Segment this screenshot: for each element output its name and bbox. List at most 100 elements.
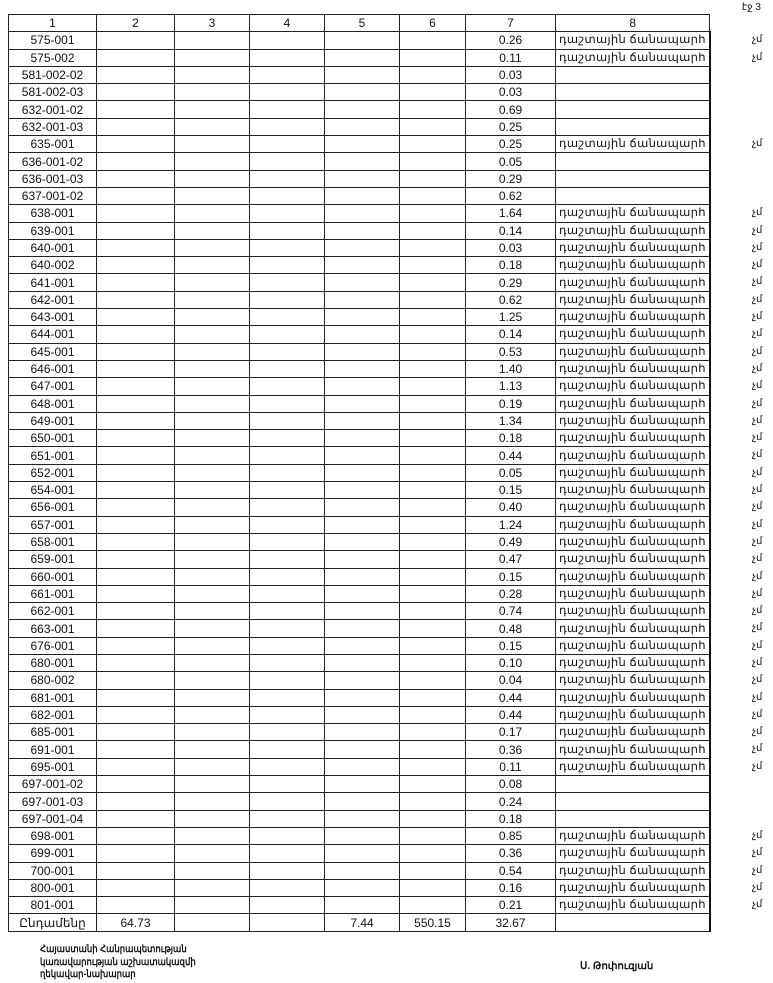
area-value: 0.14: [465, 325, 556, 344]
land-use: դաշտային ճանապարհ: [554, 429, 711, 448]
table-row: 800-001 0.16 դաշտային ճանապարհ: [8, 878, 711, 898]
table-row: 695-001 0.11 դաշտային ճանապարհ: [8, 757, 711, 777]
cell-4: [249, 446, 325, 465]
area-value: 0.03: [465, 65, 556, 85]
parcel-code: 643-001: [8, 308, 97, 327]
cell-5: [324, 394, 400, 413]
land-use: դաշտային ճանապարհ: [554, 740, 711, 759]
margin-note: չմ: [752, 276, 763, 287]
cell-2: [96, 31, 175, 50]
cell-3: [174, 342, 250, 361]
land-use: դաշտային ճանապարհ: [554, 896, 711, 915]
area-value: 0.49: [465, 532, 556, 552]
total-cell: 32.67: [465, 913, 556, 932]
land-use: դաշտային ճանապարհ: [554, 636, 711, 655]
cell-6: [399, 325, 466, 344]
parcel-code: 652-001: [8, 463, 97, 483]
cell-2: [96, 65, 175, 85]
area-value: 0.18: [465, 809, 556, 828]
parcel-code: 680-002: [8, 671, 97, 690]
page-number: էջ 3: [741, 2, 761, 13]
cell-2: [96, 653, 175, 673]
margin-note: չմ: [752, 761, 763, 772]
area-value: 0.03: [465, 238, 556, 258]
margin-note: չմ: [752, 674, 763, 685]
land-use: դաշտային ճանապարհ: [554, 481, 711, 500]
cell-5: [324, 705, 400, 725]
table-row: 632-001-02 0.69: [8, 100, 711, 119]
cell-2: [96, 377, 175, 396]
cell-4: [249, 861, 325, 880]
cell-3: [174, 377, 250, 396]
cell-3: [174, 809, 250, 828]
parcel-code: 697-001-03: [8, 792, 97, 811]
margin-note: չմ: [752, 709, 763, 720]
cell-4: [249, 83, 325, 102]
area-value: 0.11: [465, 757, 556, 777]
parcel-code: 648-001: [8, 394, 97, 413]
margin-note: չմ: [752, 830, 763, 841]
area-value: 0.05: [465, 152, 556, 171]
cell-6: [399, 446, 466, 465]
land-use: դաշտային ճանապարհ: [554, 653, 711, 673]
cell-5: [324, 256, 400, 275]
cell-3: [174, 325, 250, 344]
land-use: դաշտային ճանապարհ: [554, 238, 711, 258]
cell-6: [399, 705, 466, 725]
cell-2: [96, 498, 175, 517]
cell-3: [174, 48, 250, 67]
cell-5: [324, 844, 400, 863]
margin-note: չմ: [752, 640, 763, 651]
cell-3: [174, 532, 250, 552]
cell-2: [96, 463, 175, 483]
area-value: 1.34: [465, 411, 556, 431]
land-use: դաշտային ճանապարհ: [554, 515, 711, 534]
table-row: 685-001 0.17 դաշտային ճանապարհ: [8, 723, 711, 742]
cell-4: [249, 653, 325, 673]
area-value: 0.04: [465, 671, 556, 690]
table-row: 637-001-02 0.62: [8, 186, 711, 206]
cell-2: [96, 100, 175, 119]
cell-2: [96, 186, 175, 206]
land-use: դաշտային ճանապարհ: [554, 671, 711, 690]
cell-3: [174, 481, 250, 500]
area-value: 0.44: [465, 705, 556, 725]
cell-2: [96, 792, 175, 811]
area-value: 1.24: [465, 515, 556, 534]
land-use: [554, 100, 711, 119]
parcel-code: 636-001-02: [8, 152, 97, 171]
parcel-code: 642-001: [8, 290, 97, 310]
parcel-code: 636-001-03: [8, 169, 97, 188]
parcel-code: 632-001-02: [8, 100, 97, 119]
area-value: 0.15: [465, 481, 556, 500]
parcel-code: 697-001-04: [8, 809, 97, 828]
area-value: 0.26: [465, 31, 556, 50]
parcel-code: 691-001: [8, 740, 97, 759]
cell-2: [96, 705, 175, 725]
table-row: 661-001 0.28 դաշտային ճանապարհ: [8, 584, 711, 604]
table-row: 657-001 1.24 դաշտային ճանապարհ: [8, 515, 711, 534]
cell-4: [249, 688, 325, 707]
land-use: դաշտային ճանապարհ: [554, 31, 711, 50]
area-value: 1.64: [465, 204, 556, 223]
margin-note: չմ: [752, 571, 763, 582]
table-row: 645-001 0.53 դաշտային ճանապարհ: [8, 342, 711, 361]
cell-5: [324, 636, 400, 655]
cell-6: [399, 567, 466, 586]
cell-4: [249, 429, 325, 448]
cell-6: [399, 256, 466, 275]
area-value: 0.62: [465, 290, 556, 310]
cell-6: [399, 584, 466, 604]
cell-4: [249, 550, 325, 569]
cell-4: [249, 411, 325, 431]
cell-3: [174, 463, 250, 483]
cell-4: [249, 100, 325, 119]
cell-4: [249, 325, 325, 344]
cell-5: [324, 290, 400, 310]
cell-2: [96, 273, 175, 292]
cell-6: [399, 83, 466, 102]
column-header: 8: [554, 13, 711, 33]
land-use: դաշտային ճանապարհ: [554, 342, 711, 361]
cell-3: [174, 429, 250, 448]
cell-6: [399, 550, 466, 569]
